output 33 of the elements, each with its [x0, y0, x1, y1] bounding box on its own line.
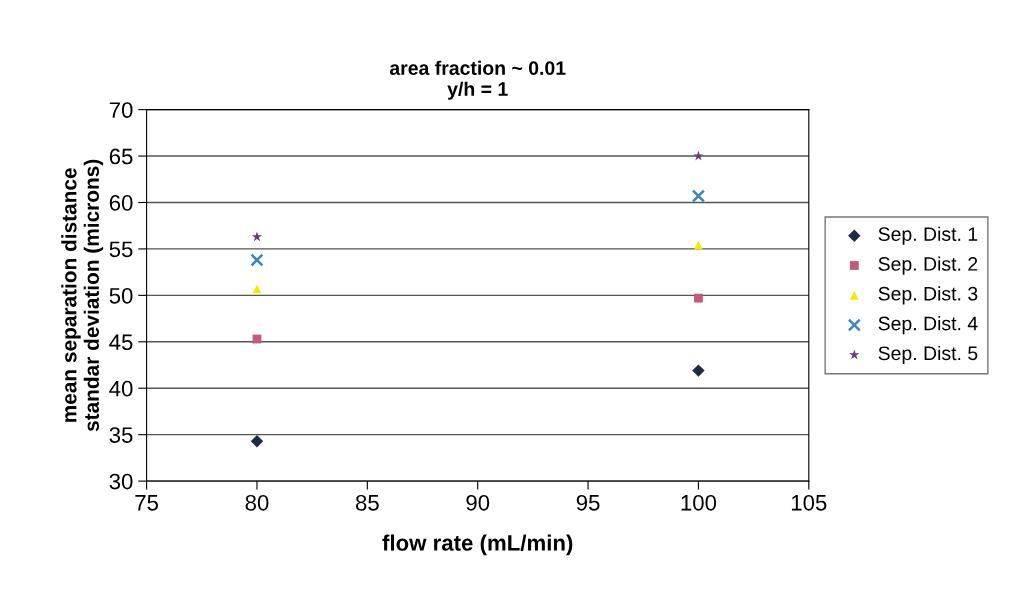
y-tick-label: 30 [109, 473, 133, 490]
point [691, 189, 706, 203]
x-tick-label: 75 [135, 495, 159, 511]
legend-label: Sep. Dist. 2 [878, 256, 978, 275]
point [250, 253, 264, 267]
point [692, 364, 705, 377]
y-tick-label: 50 [109, 287, 133, 304]
y-tick-label: 40 [109, 380, 133, 397]
x-tick-label: 90 [466, 494, 490, 511]
y-axis-title: mean separation distance standar deviation (microns) [61, 159, 104, 432]
legend-label: Sep. Dist. 3 [878, 286, 978, 305]
y-tick-label: 45 [109, 334, 133, 351]
y-tick-label: 35 [109, 427, 133, 443]
point [250, 434, 264, 448]
y-tick-label: 55 [109, 241, 133, 258]
x-tick-label: 85 [355, 494, 379, 511]
x-tick-label: 100 [681, 494, 717, 511]
legend-label: Sep. Dist. 4 [878, 316, 978, 335]
legend-label: Sep. Dist. 5 [878, 345, 978, 365]
point [252, 284, 262, 294]
point [693, 150, 704, 161]
chart-title: area fraction ~ 0.01 y/h = 1 [389, 60, 566, 100]
point [251, 231, 263, 242]
x-tick-label: 95 [576, 494, 600, 511]
x-tick-label: 80 [245, 494, 269, 511]
y-tick-label: 60 [109, 195, 133, 211]
x-axis-title: flow rate (mL/min) [382, 534, 573, 556]
point [694, 293, 703, 303]
legend-label: Sep. Dist. 1 [878, 226, 978, 245]
y-tick-label: 70 [109, 102, 133, 118]
point [694, 240, 703, 250]
x-tick-label: 105 [791, 494, 827, 511]
y-tick-label: 65 [109, 148, 133, 165]
